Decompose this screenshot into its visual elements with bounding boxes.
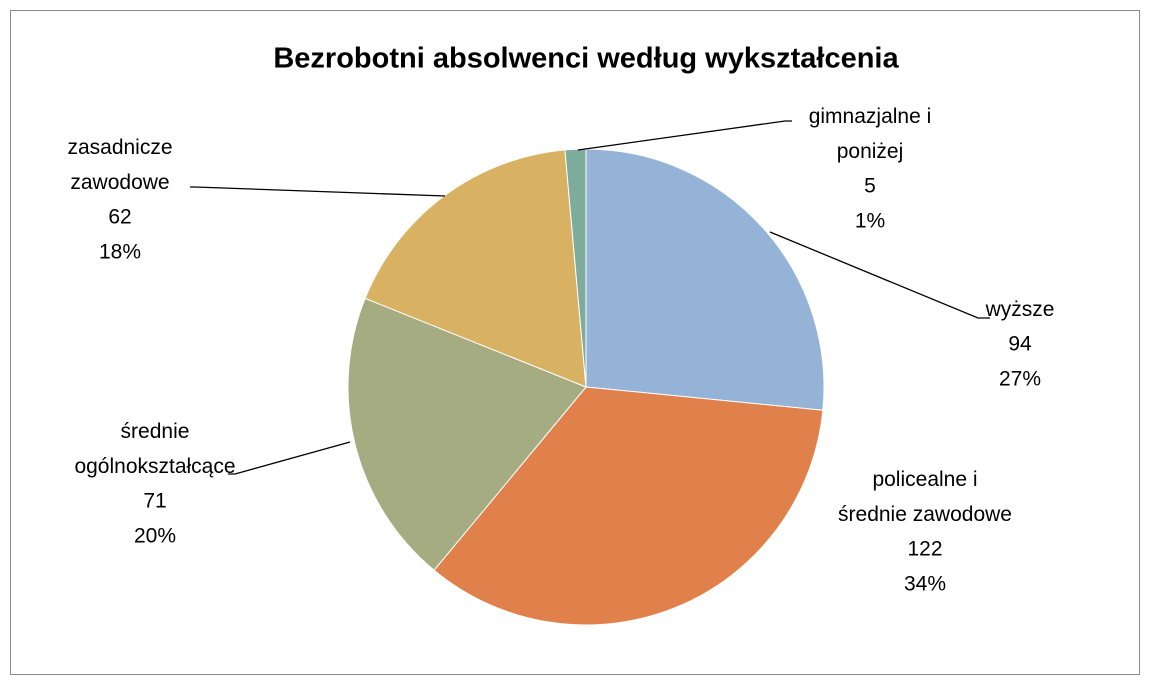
category-label: policealne i średnie zawodowe [838, 468, 1012, 526]
category-label-line: gimnazjalne i [809, 105, 932, 128]
value-label: 71 [143, 490, 166, 513]
category-label-line: średnie [121, 420, 190, 443]
category-label-line: ogólnokształcące [74, 455, 235, 478]
category-label-line: zasadnicze [67, 136, 172, 159]
category-label-line: średnie zawodowe [838, 503, 1012, 526]
leader-line [228, 441, 351, 475]
value-label: 62 [108, 206, 131, 229]
category-label-line: zawodowe [70, 171, 169, 194]
leader-line [769, 231, 990, 319]
category-label-line: policealne i [872, 468, 977, 491]
percent-label: 18% [99, 241, 141, 264]
value-label: 5 [864, 175, 876, 198]
percent-label: 34% [904, 573, 946, 596]
category-label: wyższe [985, 298, 1055, 321]
percent-label: 1% [855, 210, 885, 233]
leader-line [577, 120, 792, 151]
category-label: gimnazjalne i poniżej [809, 105, 932, 163]
pie-slice [585, 148, 825, 411]
category-label: zasadnicze zawodowe [67, 136, 172, 194]
category-label: średnie ogólnokształcące [74, 420, 235, 478]
chart-title: Bezrobotni absolwenci według wykształcen… [273, 43, 899, 75]
percent-label: 20% [134, 525, 176, 548]
value-label: 94 [1008, 333, 1032, 356]
category-label-line: poniżej [837, 140, 904, 163]
category-label-line: wyższe [985, 298, 1055, 321]
pie-slice [433, 386, 824, 626]
percent-label: 27% [999, 368, 1041, 391]
value-label: 122 [907, 538, 942, 561]
leader-line [190, 186, 446, 197]
pie-slice [347, 297, 587, 571]
